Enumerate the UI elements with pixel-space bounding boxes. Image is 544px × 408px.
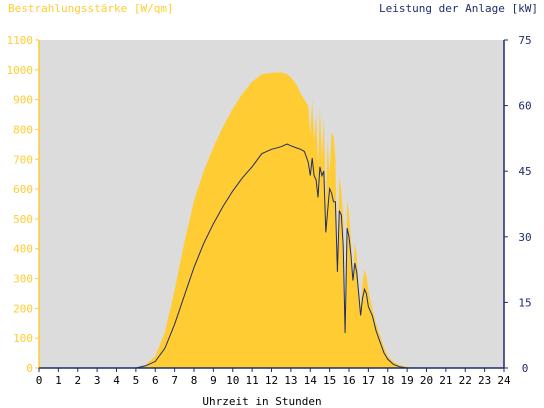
left-tick-label: 500 bbox=[13, 213, 33, 226]
right-tick-label: 75 bbox=[518, 34, 531, 47]
x-tick-label: 23 bbox=[478, 374, 491, 387]
x-tick-label: 22 bbox=[459, 374, 472, 387]
x-tick-label: 10 bbox=[226, 374, 239, 387]
x-tick-label: 6 bbox=[152, 374, 159, 387]
x-tick-label: 2 bbox=[74, 374, 81, 387]
left-tick-label: 100 bbox=[13, 332, 33, 345]
x-tick-label: 8 bbox=[191, 374, 198, 387]
x-tick-label: 11 bbox=[246, 374, 259, 387]
left-tick-label: 600 bbox=[13, 183, 33, 196]
x-tick-label: 5 bbox=[133, 374, 140, 387]
x-tick-label: 24 bbox=[497, 374, 511, 387]
right-tick-label: 0 bbox=[522, 362, 529, 375]
left-tick-label: 800 bbox=[13, 123, 33, 136]
x-tick-label: 4 bbox=[113, 374, 120, 387]
x-tick-label: 18 bbox=[381, 374, 394, 387]
x-tick-label: 0 bbox=[36, 374, 43, 387]
irradiance-area bbox=[39, 72, 504, 368]
x-tick-label: 16 bbox=[342, 374, 355, 387]
x-tick-label: 9 bbox=[210, 374, 217, 387]
right-tick-label: 45 bbox=[518, 165, 531, 178]
x-tick-label: 21 bbox=[439, 374, 452, 387]
left-tick-label: 0 bbox=[26, 362, 33, 375]
right-tick-label: 60 bbox=[518, 100, 531, 113]
left-tick-label: 200 bbox=[13, 302, 33, 315]
left-tick-label: 900 bbox=[13, 94, 33, 107]
right-axis-title: Leistung der Anlage [kW] bbox=[379, 2, 538, 15]
x-tick-label: 12 bbox=[265, 374, 278, 387]
left-axis-ticks: 0 100 200 300 400 500 600 700 800 900 1000 1100 bbox=[7, 34, 39, 375]
right-tick-label: 15 bbox=[518, 296, 531, 309]
x-tick-label: 15 bbox=[323, 374, 336, 387]
x-tick-label: 13 bbox=[284, 374, 297, 387]
x-tick-label: 7 bbox=[171, 374, 178, 387]
right-tick-label: 30 bbox=[518, 231, 531, 244]
x-tick-label: 17 bbox=[362, 374, 375, 387]
x-tick-label: 3 bbox=[94, 374, 101, 387]
x-tick-label: 1 bbox=[55, 374, 62, 387]
left-axis-title: Bestrahlungsstärke [W/qm] bbox=[8, 2, 174, 15]
x-axis-ticks: 0 1 2 3 4 5 6 7 8 9 10 11 12 13 14 15 16 17 18 19 20 21 22 23 24 bbox=[36, 368, 511, 387]
x-axis-title: Uhrzeit in Stunden bbox=[202, 395, 321, 408]
x-tick-label: 19 bbox=[401, 374, 414, 387]
left-tick-label: 400 bbox=[13, 243, 33, 256]
x-tick-label: 20 bbox=[420, 374, 433, 387]
left-tick-label: 700 bbox=[13, 153, 33, 166]
x-tick-label: 14 bbox=[304, 374, 318, 387]
left-tick-label: 1100 bbox=[7, 34, 34, 47]
left-tick-label: 300 bbox=[13, 273, 33, 286]
right-axis-ticks: 0 15 30 45 60 75 bbox=[504, 34, 532, 375]
power-line bbox=[39, 143, 504, 369]
left-tick-label: 1000 bbox=[7, 64, 34, 77]
